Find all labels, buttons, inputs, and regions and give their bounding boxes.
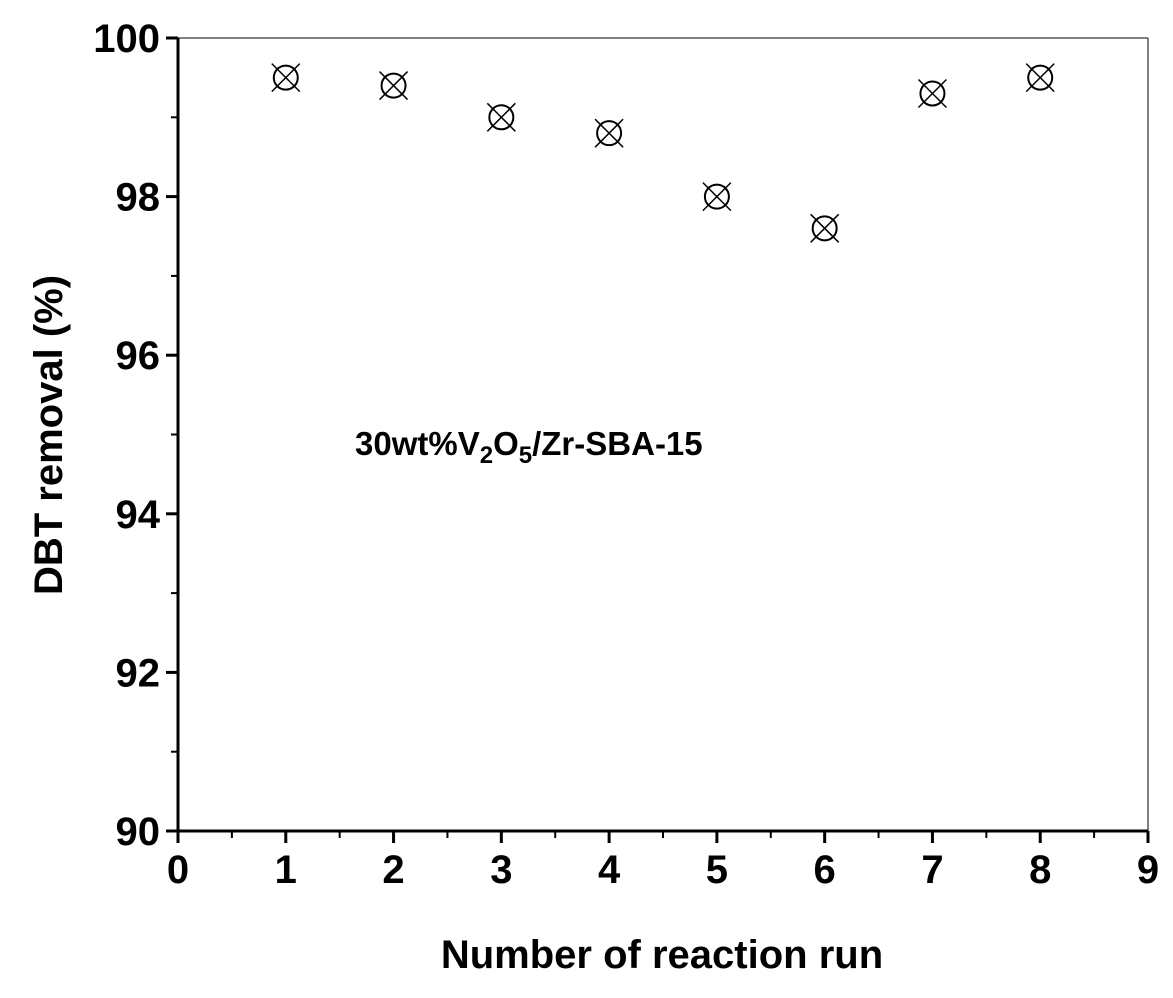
- x-tick-label: 6: [814, 848, 836, 892]
- y-axis: 90 92 94 96 98 100: [93, 17, 178, 854]
- y-tick-label: 98: [116, 176, 161, 220]
- data-point: [917, 78, 947, 109]
- x-tick-label: 5: [706, 848, 728, 892]
- data-point-cross-b: [810, 213, 840, 243]
- data-point-circle: [488, 104, 515, 131]
- data-point-cross-b: [594, 118, 624, 148]
- data-point-circle: [596, 120, 623, 147]
- data-points: [271, 63, 1055, 243]
- data-point: [271, 63, 301, 93]
- y-axis-title: DBT removal (%): [27, 275, 71, 595]
- x-axis-title: Number of reaction run: [441, 933, 883, 977]
- x-tick-label: 9: [1137, 848, 1159, 892]
- x-axis: 0 1 2 3 4 5 6 7 8 9: [167, 831, 1159, 892]
- x-tick-label: 2: [382, 848, 404, 892]
- data-point-circle: [380, 72, 407, 99]
- data-point-circle: [811, 215, 838, 242]
- x-tick-label: 8: [1029, 848, 1051, 892]
- data-point-circle: [1027, 64, 1054, 91]
- x-tick-label: 1: [275, 848, 297, 892]
- x-tick-label: 7: [921, 848, 943, 892]
- data-point-cross-b: [702, 182, 732, 212]
- y-tick-label: 100: [93, 17, 160, 61]
- data-point-cross-b: [379, 71, 409, 101]
- data-point-cross-b: [1025, 63, 1055, 93]
- data-point-circle: [919, 80, 946, 107]
- data-point: [594, 118, 624, 148]
- data-point-cross-b: [271, 63, 301, 93]
- x-tick-label: 0: [167, 848, 189, 892]
- sample-annotation: 30wt%V2O5/Zr-SBA-15: [355, 425, 703, 469]
- x-tick-label: 4: [598, 848, 621, 892]
- data-point-cross-b: [486, 102, 516, 132]
- data-point: [810, 213, 840, 243]
- y-tick-label: 92: [116, 651, 161, 695]
- annotation-part-3: /Zr-SBA-15: [532, 425, 703, 462]
- data-point: [702, 182, 732, 212]
- annotation-subscript-1: 2: [480, 442, 493, 469]
- x-tick-label: 3: [490, 848, 512, 892]
- data-point: [379, 71, 409, 101]
- annotation-subscript-2: 5: [519, 442, 532, 469]
- data-point: [1025, 63, 1055, 93]
- y-tick-label: 90: [116, 810, 161, 854]
- annotation-part-1: 30wt%V: [355, 425, 480, 462]
- data-point-circle: [703, 183, 730, 210]
- annotation-part-2: O: [493, 425, 519, 462]
- data-point-circle: [272, 64, 299, 91]
- data-point-cross-b: [917, 78, 947, 109]
- data-point: [486, 102, 516, 132]
- y-tick-label: 96: [116, 334, 161, 378]
- y-tick-label: 94: [116, 493, 161, 537]
